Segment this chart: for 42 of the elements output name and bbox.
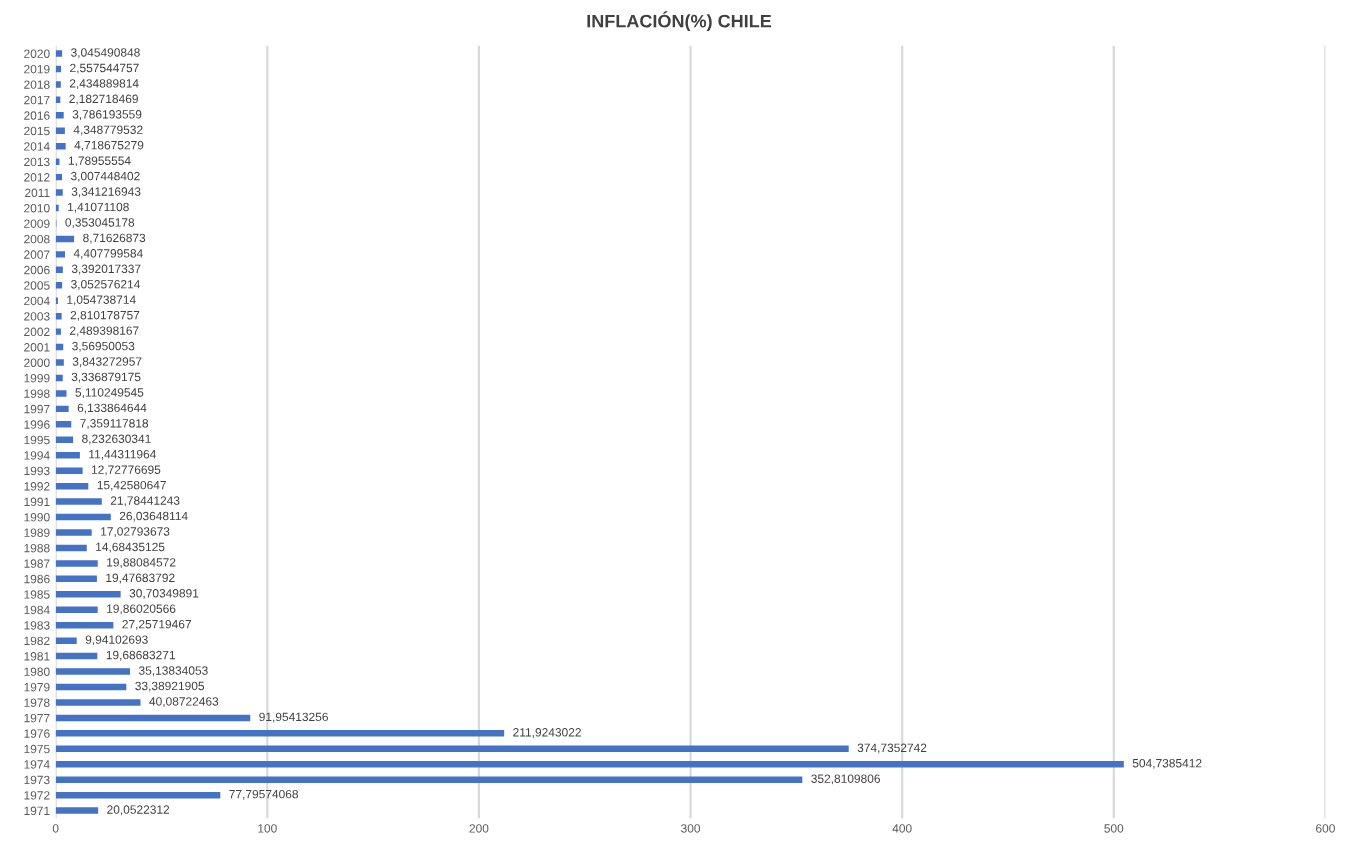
bar <box>55 328 61 335</box>
bar <box>55 791 221 799</box>
bar <box>55 683 127 691</box>
bar <box>55 235 75 243</box>
bar <box>55 652 98 660</box>
bar <box>55 513 111 521</box>
bar <box>55 807 99 814</box>
bar <box>55 637 77 644</box>
bar <box>55 421 72 428</box>
bar <box>55 112 64 119</box>
bar <box>55 467 83 474</box>
bar <box>55 359 64 366</box>
bar <box>55 621 114 629</box>
bar <box>55 451 80 459</box>
bar <box>55 127 65 135</box>
bar <box>55 776 803 783</box>
bar <box>55 668 131 675</box>
bar <box>55 50 63 57</box>
chart-title: INFLACIÓN(%) CHILE <box>587 11 772 32</box>
bar <box>55 761 1124 768</box>
bar <box>55 374 63 382</box>
bar <box>55 529 92 536</box>
bar <box>55 436 74 444</box>
bar <box>55 312 62 320</box>
bar <box>55 699 141 706</box>
bar <box>55 81 61 88</box>
bar <box>55 606 98 613</box>
bar <box>55 390 67 397</box>
bar <box>55 142 66 150</box>
bar <box>55 405 69 413</box>
bar <box>55 745 849 753</box>
bar <box>55 560 98 567</box>
bar <box>55 730 505 737</box>
bar <box>55 544 87 552</box>
bar <box>55 575 97 583</box>
bar <box>55 714 251 722</box>
bar <box>55 251 66 258</box>
bar <box>55 591 121 598</box>
bar <box>55 189 63 196</box>
bar <box>55 498 102 505</box>
bar <box>55 282 63 289</box>
bar <box>55 482 89 490</box>
